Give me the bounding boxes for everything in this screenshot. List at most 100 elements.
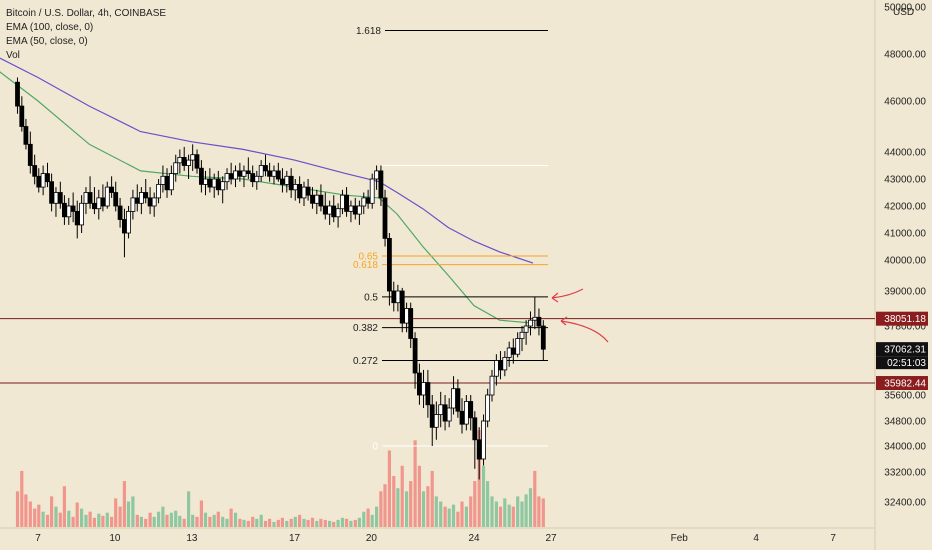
time-tick-label: 13 [186, 533, 198, 544]
candle-body [220, 181, 226, 191]
candle-body [425, 382, 431, 406]
volume-bar [101, 515, 105, 527]
volume-bar [379, 491, 383, 527]
candle-body [335, 208, 341, 218]
candle-body [412, 338, 418, 374]
candle-body [168, 173, 174, 191]
volume-bar [357, 517, 361, 527]
volume-bar [456, 511, 460, 527]
price-tick-label: 37800.00 [884, 322, 926, 333]
price-tick-label: 43000.00 [884, 175, 926, 186]
volume-bar [310, 517, 315, 527]
candle-body [250, 173, 256, 183]
candle-body [438, 404, 444, 415]
candle-body [421, 382, 426, 396]
candle-body [528, 319, 533, 327]
candle-body [138, 192, 144, 204]
candle-body [502, 356, 508, 371]
candle-body [143, 192, 149, 199]
candle-body [177, 156, 183, 164]
candle-body [164, 175, 170, 191]
volume-bar [473, 481, 477, 527]
price-scale-currency: USD [893, 7, 915, 18]
candle-body [151, 197, 157, 207]
volume-bar [114, 498, 118, 527]
volume-bar [323, 519, 327, 527]
volume-bar [490, 496, 494, 527]
volume-bar [135, 514, 139, 527]
volume-bar [62, 486, 66, 527]
candle-body [117, 205, 123, 220]
candle-body [245, 170, 251, 174]
volume-bar [148, 512, 152, 527]
volume-bar [50, 496, 54, 527]
candle-body [369, 178, 375, 204]
candle-body [267, 170, 273, 177]
candle-body [254, 175, 260, 183]
candle-body [233, 170, 238, 180]
candle-body [468, 401, 474, 419]
legend-symbol[interactable]: Bitcoin / U.S. Dollar, 4h, COINBASE [6, 8, 167, 19]
candle-body [207, 178, 213, 188]
volume-bar [182, 518, 186, 527]
volume-bar [447, 508, 451, 527]
price-tick-label: 46000.00 [884, 97, 926, 108]
candle-body [32, 165, 38, 177]
candle-body [395, 290, 401, 304]
candle-body [126, 210, 131, 234]
volume-bar [169, 512, 173, 527]
volume-bar [516, 496, 520, 527]
volume-bar [383, 484, 387, 527]
candle-body [237, 170, 243, 177]
candle-body [147, 197, 153, 207]
volume-bar [319, 518, 323, 527]
fib-level-label: 1.618 [356, 26, 381, 37]
price-tick-label: 48000.00 [884, 50, 926, 61]
volume-bar [84, 514, 88, 527]
candle-body [386, 237, 392, 292]
volume-bar [498, 506, 503, 527]
volume-bar [212, 514, 216, 527]
legend-ema50[interactable]: EMA (50, close, 0) [6, 36, 88, 47]
volume-bar [20, 470, 24, 527]
candle-body [523, 325, 529, 333]
volume-bar [469, 496, 473, 527]
volume-bar [15, 491, 20, 527]
volume-bar [238, 518, 242, 527]
volume-bar [24, 494, 28, 527]
countdown-text: 02:51:03 [887, 358, 926, 369]
candle-body [203, 178, 208, 185]
volume-bar [88, 511, 92, 527]
volume-bar [280, 517, 284, 527]
candle-body [66, 205, 72, 218]
volume-bar [494, 501, 498, 527]
chart-legend: Bitcoin / U.S. Dollar, 4h, COINBASE EMA … [6, 7, 166, 63]
volume-bar [396, 488, 400, 527]
volume-bar [131, 496, 135, 527]
volume-bar [58, 512, 62, 527]
fib-level-label: 0.618 [353, 260, 378, 271]
price-tick-label: 34800.00 [884, 417, 926, 428]
candle-body [271, 170, 277, 177]
candle-body [327, 205, 333, 215]
candle-body [356, 205, 362, 215]
volume-bar [246, 520, 250, 527]
volume-bar [161, 506, 165, 527]
candle-body [258, 165, 264, 177]
volume-bar [144, 518, 148, 527]
legend-ema100[interactable]: EMA (100, close, 0) [6, 22, 94, 33]
volume-bar [45, 514, 50, 527]
candle-body [348, 205, 354, 212]
candle-body [190, 154, 196, 161]
candle-body [519, 331, 525, 339]
candle-body [378, 170, 384, 199]
volume-bar [139, 516, 143, 527]
candle-body [498, 360, 503, 371]
candle-body [476, 439, 482, 460]
legend-vol[interactable]: Vol [6, 50, 20, 61]
time-tick-label: 7 [830, 533, 836, 544]
volume-bar [122, 481, 126, 527]
volume-bar [71, 516, 75, 527]
